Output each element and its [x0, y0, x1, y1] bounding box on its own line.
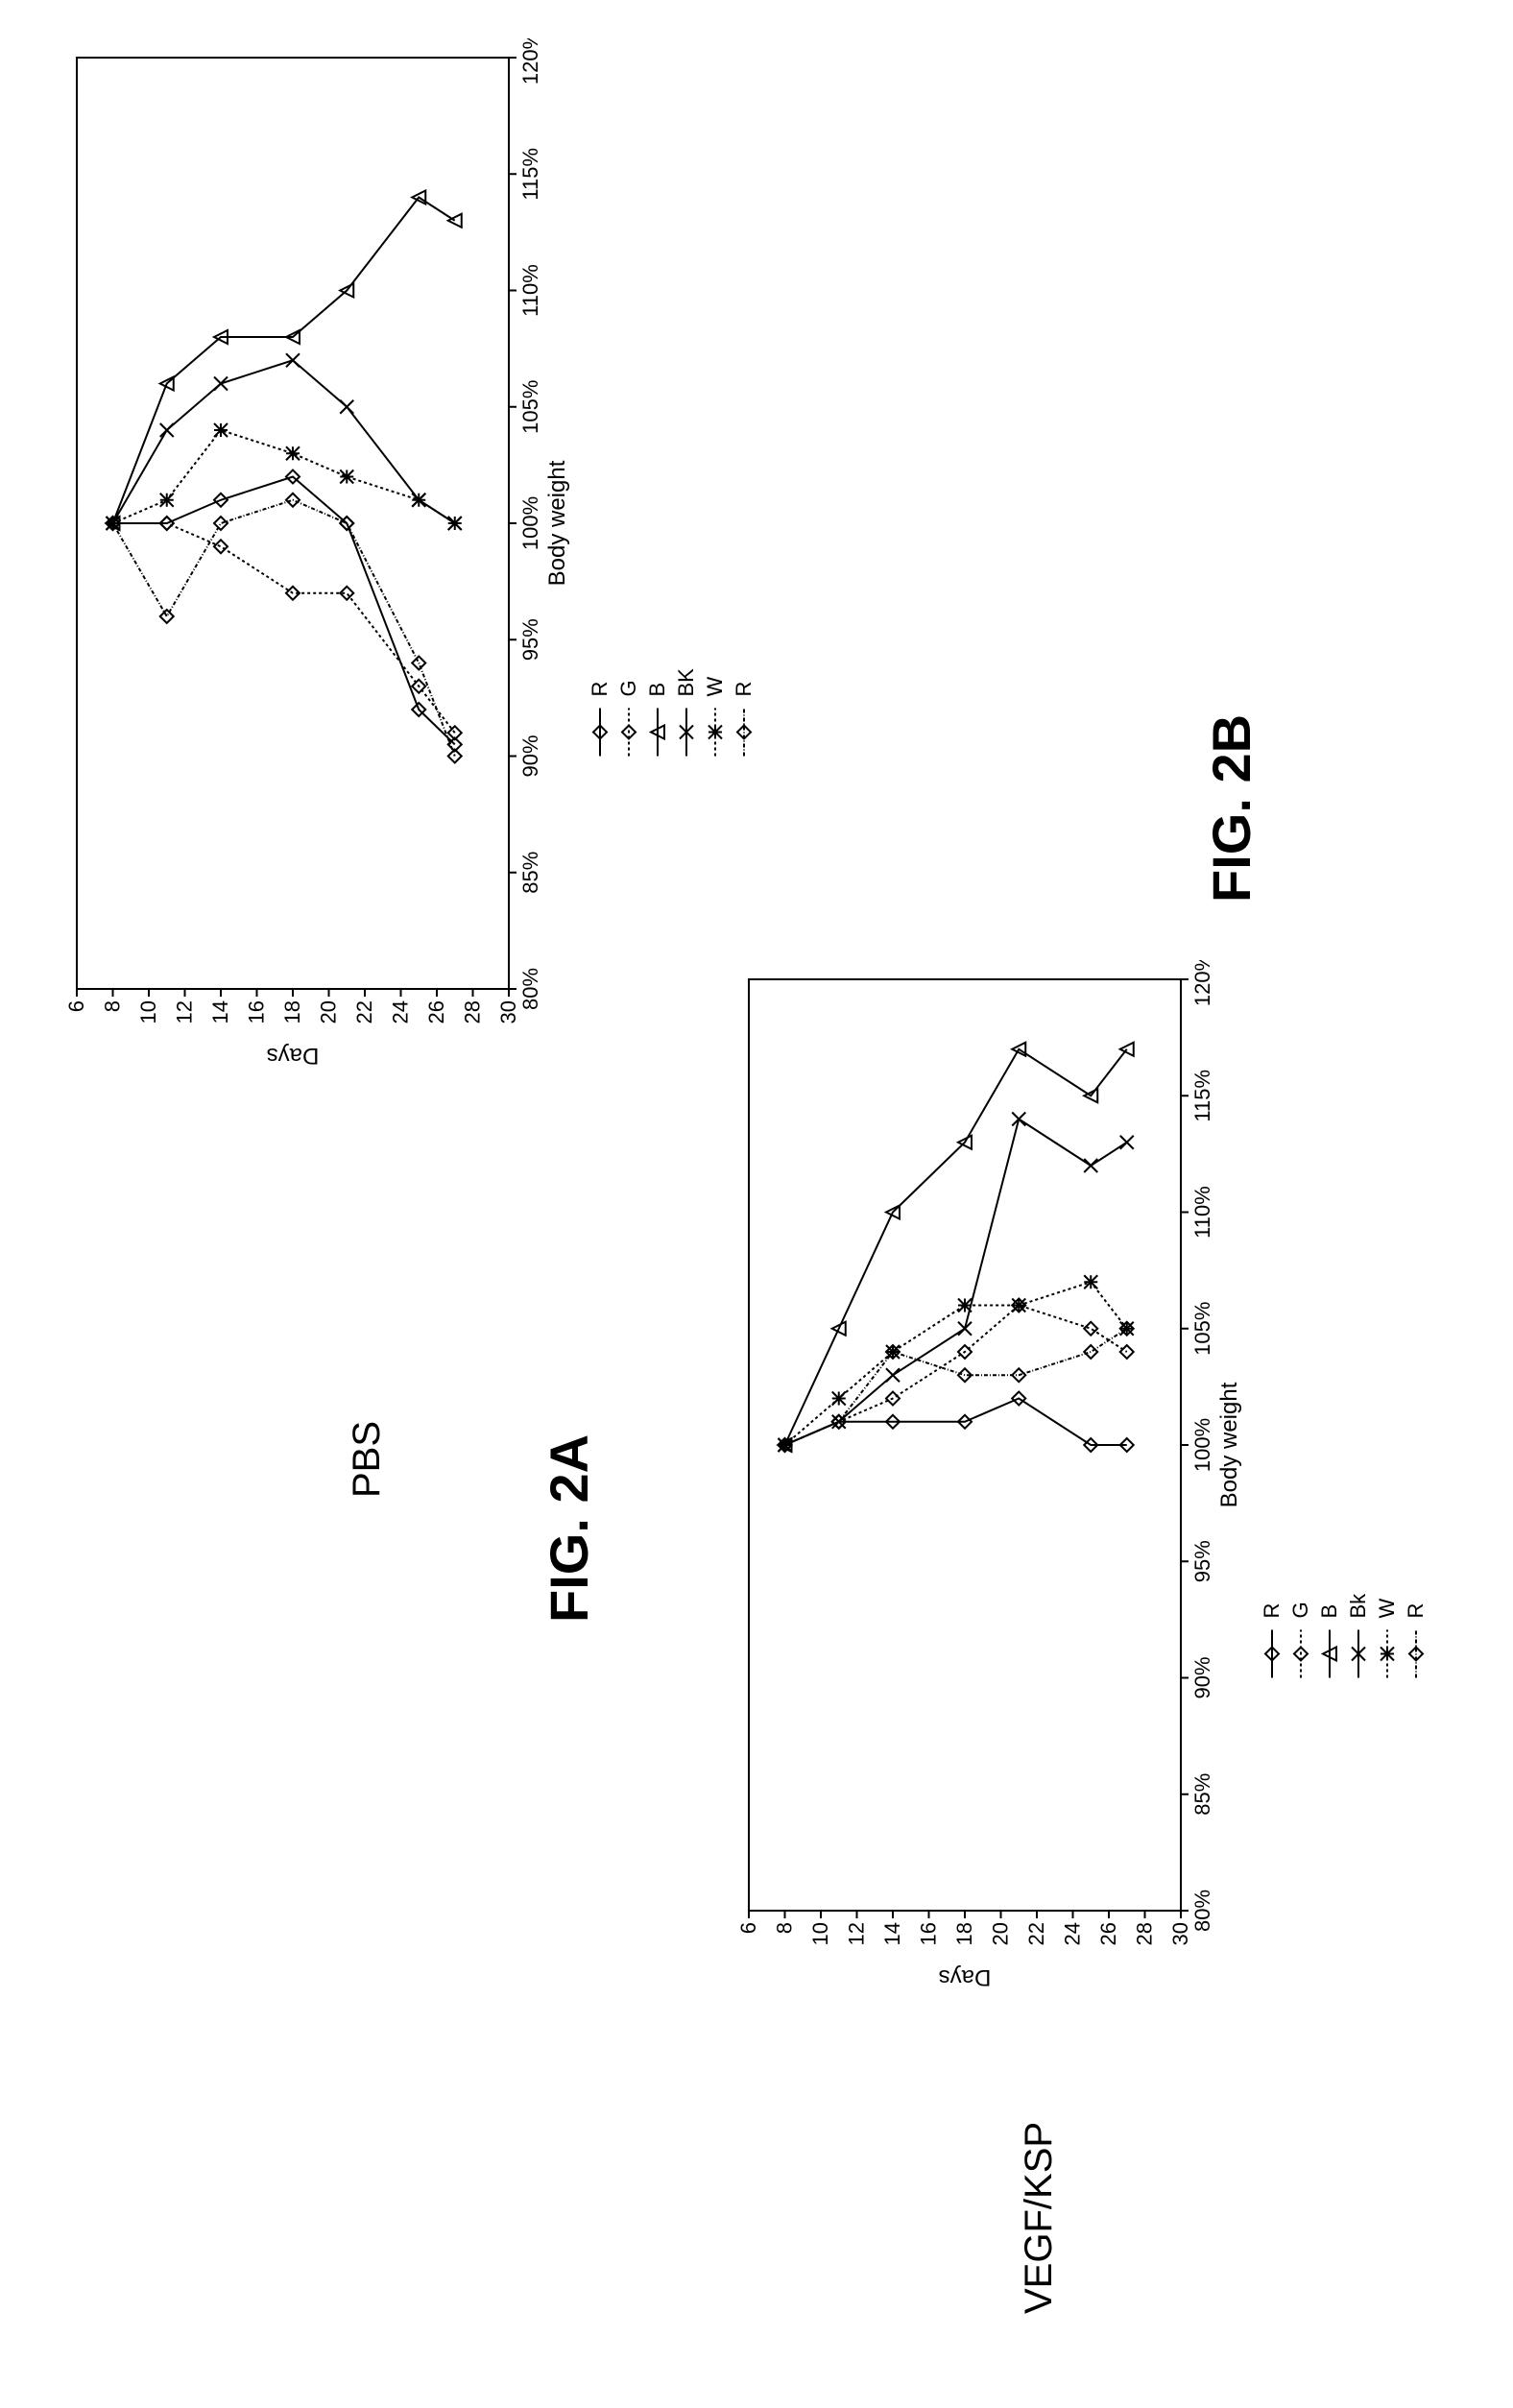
svg-text:W: W: [1375, 1599, 1399, 1619]
series-line-R: [785, 1399, 1127, 1446]
svg-text:8: 8: [773, 1922, 797, 1934]
svg-text:120%: 120%: [518, 38, 542, 84]
svg-text:BK: BK: [674, 668, 698, 697]
svg-text:28: 28: [461, 1000, 485, 1023]
svg-text:105%: 105%: [1190, 1302, 1214, 1356]
svg-text:Days: Days: [939, 1964, 992, 1990]
svg-text:85%: 85%: [518, 852, 542, 894]
series-line-W: [113, 430, 455, 523]
svg-text:110%: 110%: [1190, 1186, 1214, 1239]
svg-text:10: 10: [136, 1000, 160, 1023]
svg-text:12: 12: [173, 1000, 197, 1023]
series-line-R2: [113, 500, 455, 757]
svg-text:26: 26: [1096, 1922, 1120, 1945]
svg-text:110%: 110%: [518, 264, 542, 317]
svg-text:95%: 95%: [1190, 1540, 1214, 1582]
svg-text:105%: 105%: [518, 380, 542, 434]
svg-text:14: 14: [208, 1000, 232, 1023]
svg-text:10: 10: [808, 1922, 832, 1945]
svg-text:18: 18: [280, 1000, 304, 1023]
svg-text:20: 20: [989, 1922, 1013, 1945]
svg-text:14: 14: [880, 1922, 904, 1945]
svg-text:100%: 100%: [518, 496, 542, 550]
svg-text:W: W: [703, 677, 727, 697]
svg-text:B: B: [645, 683, 669, 697]
svg-text:24: 24: [389, 1000, 413, 1023]
svg-text:28: 28: [1133, 1922, 1157, 1945]
svg-text:120%: 120%: [1190, 960, 1214, 1006]
svg-text:6: 6: [64, 1000, 88, 1012]
svg-text:80%: 80%: [518, 968, 542, 1010]
svg-text:8: 8: [101, 1000, 125, 1012]
svg-text:Days: Days: [267, 1043, 320, 1069]
svg-text:Body weight: Body weight: [544, 460, 570, 586]
page: 80% 85% 90% 95% 100% 105% 110% 115% 120% Body wei…: [0, 0, 1513, 2408]
svg-text:20: 20: [317, 1000, 341, 1023]
svg-text:Body weight: Body weight: [1216, 1382, 1242, 1507]
svg-text:16: 16: [917, 1922, 941, 1945]
panel-b: 80% 85% 90% 95% 100% 105% 110% 115% 120% Body wei…: [730, 960, 1440, 2333]
panel-title-a: PBS: [346, 1421, 389, 1498]
svg-text:R: R: [1404, 1603, 1428, 1619]
svg-text:115%: 115%: [518, 148, 542, 201]
svg-text:R: R: [588, 682, 612, 697]
panel-a: 80% 85% 90% 95% 100% 105% 110% 115% 120% Body wei…: [58, 38, 768, 1411]
series-line-R2: [785, 1329, 1127, 1445]
series-line-W: [785, 1282, 1127, 1445]
svg-text:85%: 85%: [1190, 1773, 1214, 1816]
svg-text:G: G: [616, 680, 640, 696]
figure-label-b: FIG. 2B: [1200, 714, 1262, 903]
series-line-G: [113, 523, 455, 733]
panel-title-b: VEGF/KSP: [1018, 2122, 1061, 2314]
svg-text:18: 18: [952, 1922, 976, 1945]
svg-text:24: 24: [1061, 1922, 1085, 1945]
svg-text:22: 22: [352, 1000, 376, 1023]
series-line-B: [785, 1049, 1127, 1445]
figure-label-a: FIG. 2A: [538, 1434, 600, 1623]
svg-text:90%: 90%: [518, 734, 542, 777]
svg-text:12: 12: [845, 1922, 869, 1945]
svg-text:6: 6: [736, 1922, 760, 1934]
chart-svg: 80% 85% 90% 95% 100% 105% 110% 115% 120% Body wei…: [58, 38, 768, 1075]
svg-text:30: 30: [496, 1000, 520, 1023]
svg-text:90%: 90%: [1190, 1656, 1214, 1698]
svg-text:16: 16: [245, 1000, 269, 1023]
svg-text:B: B: [1317, 1604, 1341, 1619]
svg-text:100%: 100%: [1190, 1418, 1214, 1472]
svg-text:30: 30: [1168, 1922, 1192, 1945]
svg-text:R: R: [732, 682, 756, 697]
svg-text:26: 26: [424, 1000, 448, 1023]
svg-text:G: G: [1288, 1601, 1312, 1618]
series-line-B: [113, 198, 455, 524]
svg-text:22: 22: [1024, 1922, 1048, 1945]
svg-text:95%: 95%: [518, 618, 542, 661]
chart-svg: 80% 85% 90% 95% 100% 105% 110% 115% 120% Body wei…: [730, 960, 1440, 1997]
svg-text:Bk: Bk: [1346, 1593, 1370, 1619]
svg-text:80%: 80%: [1190, 1890, 1214, 1932]
svg-text:115%: 115%: [1190, 1070, 1214, 1122]
svg-text:R: R: [1260, 1603, 1284, 1619]
